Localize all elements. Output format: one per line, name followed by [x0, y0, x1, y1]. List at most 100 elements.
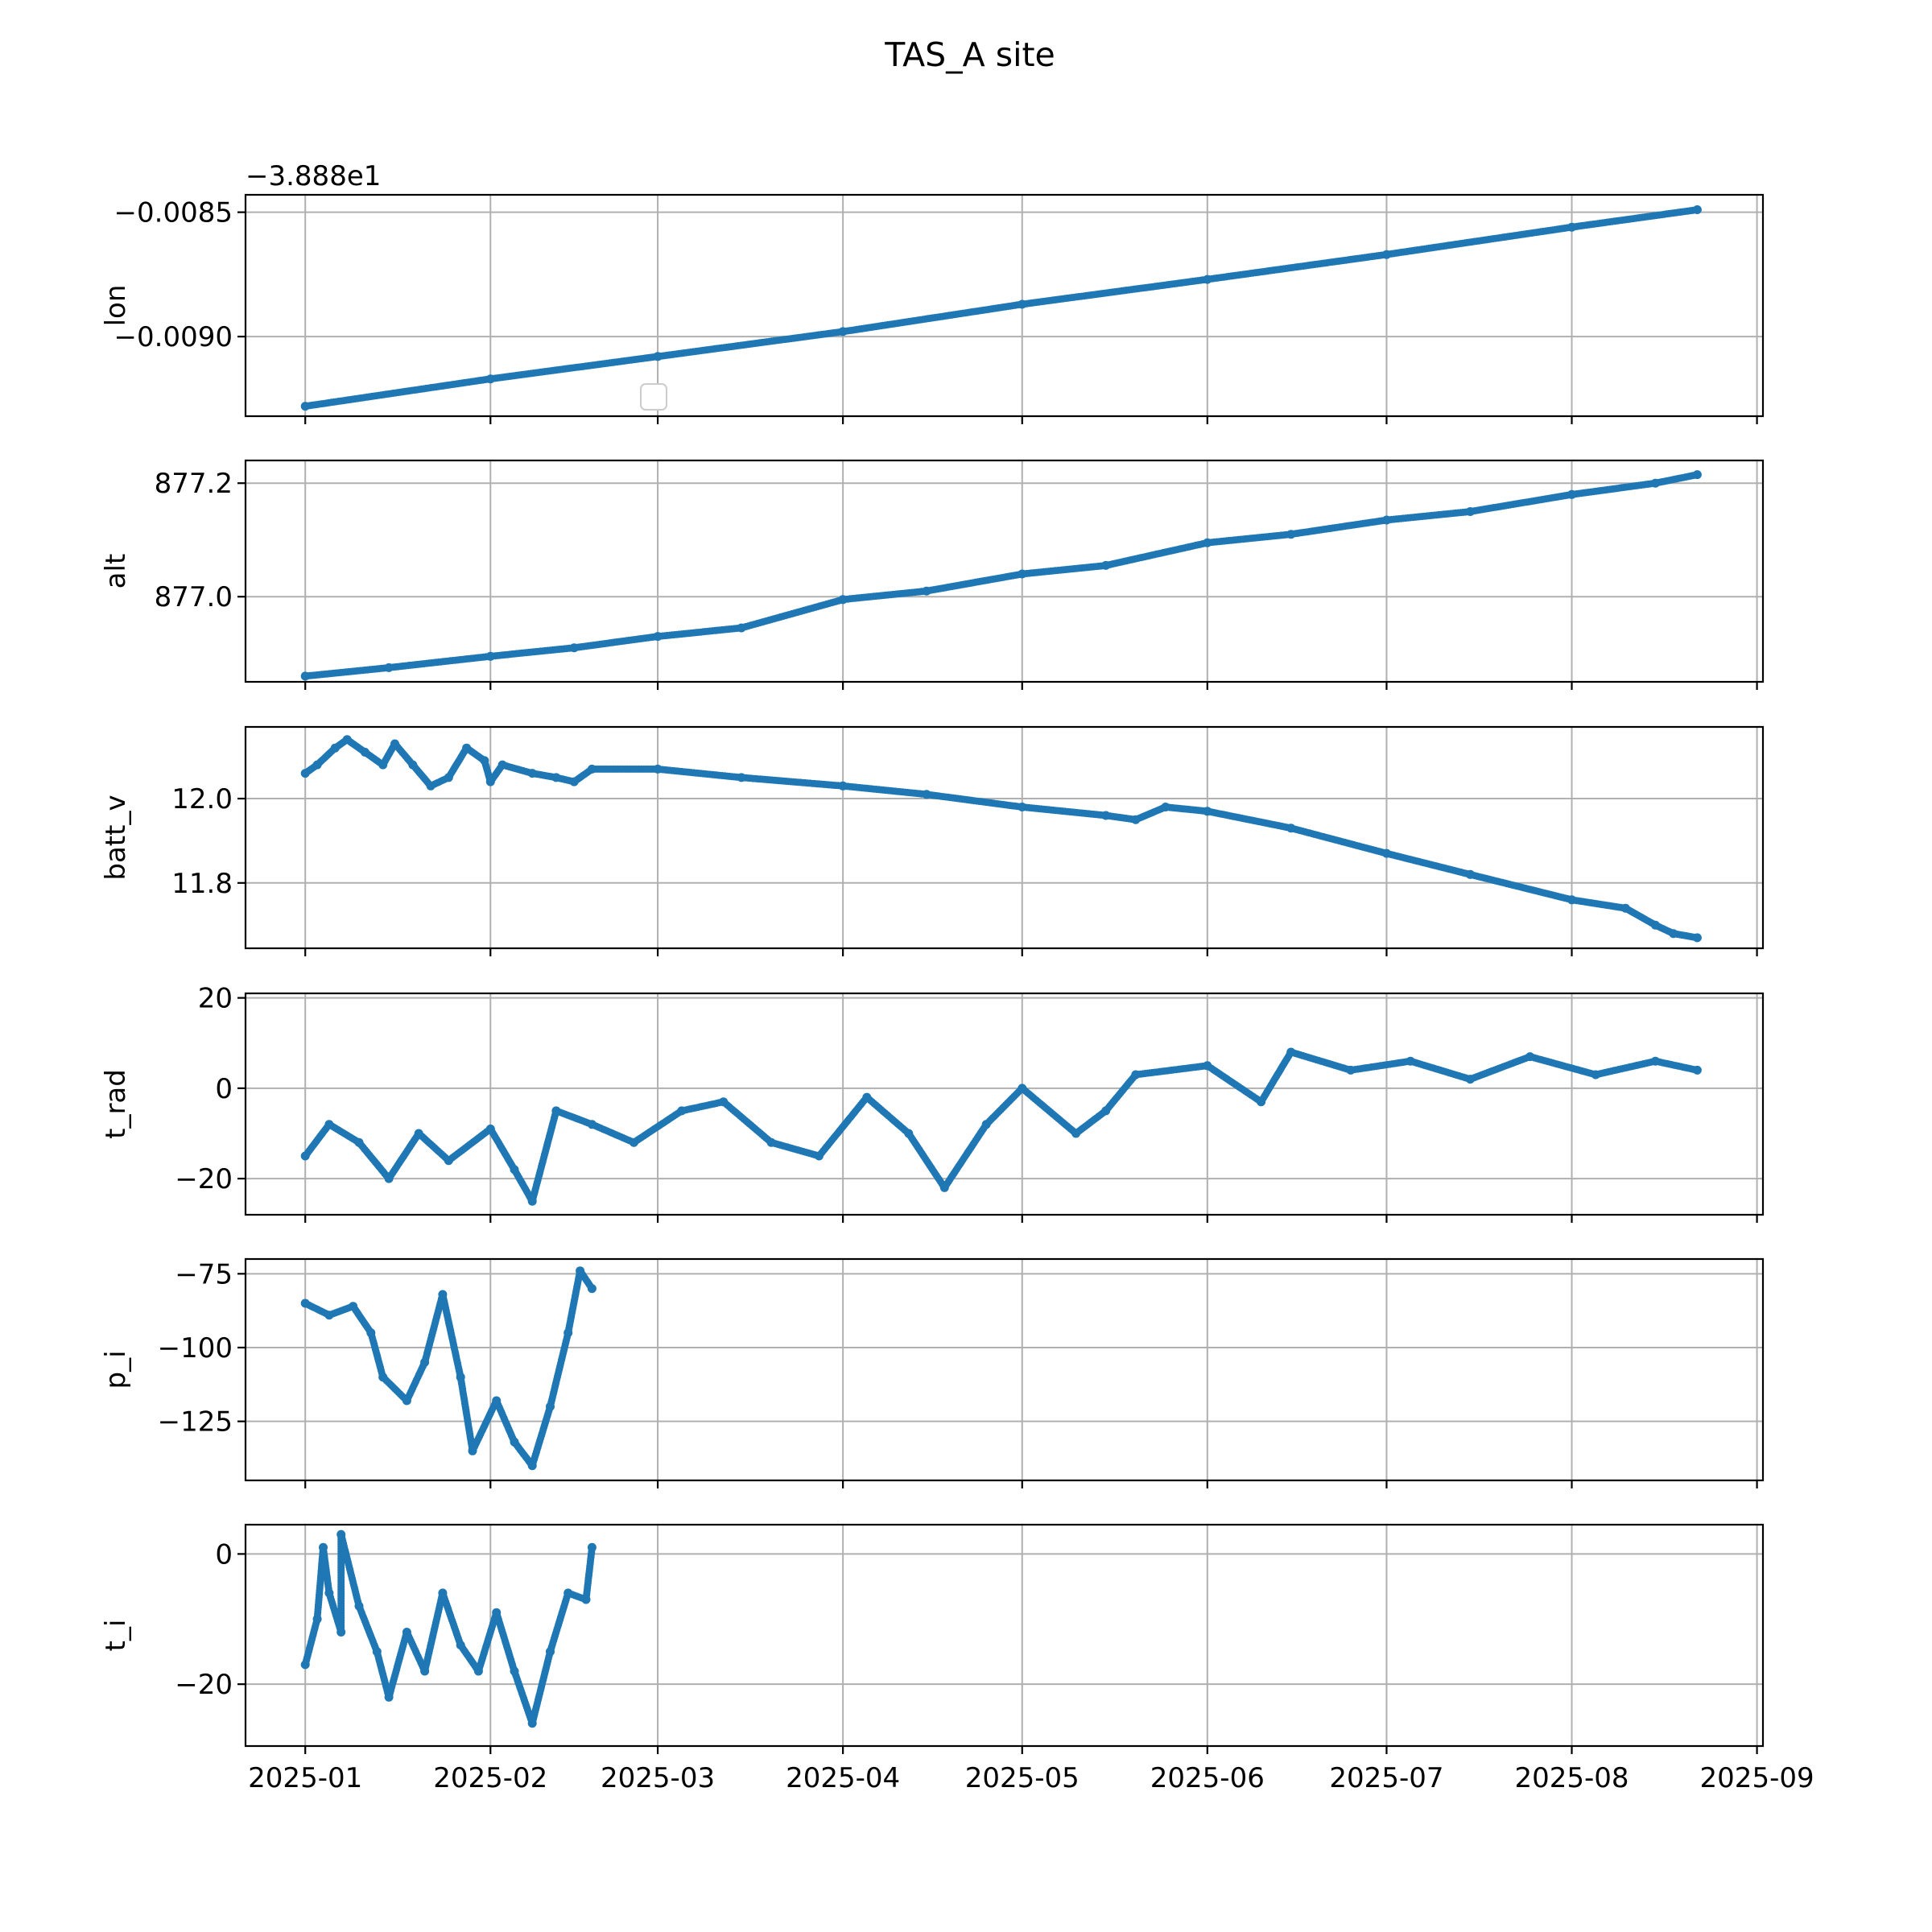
data-point — [300, 671, 310, 681]
axes-frame — [244, 193, 1765, 418]
data-point — [814, 1151, 824, 1161]
data-point — [576, 1266, 585, 1276]
data-point — [1525, 1052, 1535, 1062]
y-axis-label: lon — [100, 285, 132, 327]
data-point — [1101, 811, 1111, 820]
data-point — [1382, 515, 1391, 525]
data-point — [390, 739, 399, 749]
axes-frame — [244, 725, 1765, 950]
data-point — [587, 1120, 597, 1129]
panel-batt_v: 11.8 12.0 batt_v — [100, 725, 1765, 956]
data-point — [312, 760, 322, 770]
data-point — [1650, 478, 1660, 488]
data-point — [677, 1106, 687, 1116]
data-point — [737, 623, 746, 633]
panel-alt: 877.0 877.2 alt — [100, 459, 1765, 690]
data-point — [1101, 560, 1111, 570]
data-point — [1692, 933, 1702, 943]
data-point — [384, 1692, 394, 1702]
data-point — [569, 777, 579, 786]
data-point — [324, 1311, 334, 1320]
x-tick-label: 2025-07 — [1329, 1762, 1443, 1794]
data-point — [1131, 1070, 1141, 1080]
x-tick-label: 2025-08 — [1514, 1762, 1629, 1794]
data-point — [766, 1137, 776, 1147]
data-point — [408, 760, 418, 770]
data-point — [981, 1120, 991, 1129]
data-point — [378, 760, 388, 770]
lon-markers — [300, 205, 1702, 411]
data-point — [922, 586, 931, 596]
axes-frame — [244, 1257, 1765, 1482]
data-point — [1101, 1106, 1111, 1116]
data-point — [551, 773, 561, 782]
y-tick-label: 877.2 — [155, 468, 233, 500]
legend-box — [640, 383, 667, 411]
y-tick-label: 0 — [215, 1073, 233, 1105]
data-point — [1567, 895, 1576, 905]
data-point — [312, 1614, 322, 1624]
data-point — [564, 1588, 573, 1598]
data-point — [480, 756, 489, 766]
data-point — [1465, 1075, 1475, 1084]
data-point — [1257, 1097, 1266, 1107]
chart-title: TAS_A site — [884, 35, 1055, 74]
x-tick-label: 2025-01 — [248, 1762, 362, 1794]
axes-frame — [244, 992, 1765, 1216]
data-point — [653, 352, 663, 361]
batt_v-markers — [300, 735, 1702, 943]
data-point — [838, 781, 848, 791]
data-point — [922, 790, 931, 799]
data-point — [1465, 869, 1475, 879]
data-point — [492, 1608, 502, 1617]
panel-p_i: −75 −100 −125 p_i — [100, 1257, 1765, 1488]
data-point — [1286, 530, 1296, 539]
y-axis-label: batt_v — [100, 795, 132, 880]
data-point — [300, 402, 310, 411]
data-point — [1018, 299, 1027, 309]
y-tick-label: −100 — [158, 1332, 233, 1364]
data-point — [510, 1666, 519, 1676]
data-point — [862, 1092, 872, 1102]
data-point — [402, 1396, 411, 1406]
data-point — [564, 1328, 573, 1338]
data-point — [653, 632, 663, 642]
data-point — [372, 1647, 382, 1657]
data-point — [444, 1156, 453, 1166]
data-point — [1650, 920, 1660, 930]
y-offset-label: −3.888e1 — [246, 160, 381, 192]
panel-t_i: 0 −20 t_i — [100, 1523, 1765, 1754]
data-point — [426, 781, 436, 791]
data-point — [497, 760, 507, 770]
data-point — [366, 1328, 376, 1338]
data-point — [1692, 205, 1702, 214]
data-point — [462, 743, 472, 753]
data-point — [414, 1129, 423, 1138]
y-tick-label: 12.0 — [171, 783, 233, 815]
data-point — [1406, 1056, 1415, 1066]
data-point — [737, 773, 746, 782]
data-point — [587, 1542, 597, 1552]
data-point — [438, 1588, 448, 1598]
data-point — [420, 1357, 430, 1367]
data-point — [485, 1124, 495, 1133]
data-point — [1203, 538, 1212, 547]
x-tick-label: 2025-03 — [601, 1762, 715, 1794]
data-point — [1382, 848, 1391, 858]
data-point — [1203, 1061, 1212, 1071]
data-point — [402, 1628, 411, 1637]
data-point — [904, 1129, 914, 1138]
axes-frame — [244, 459, 1765, 683]
data-point — [1591, 1070, 1600, 1080]
t_i-markers — [300, 1530, 597, 1728]
y-tick-label: 11.8 — [171, 868, 233, 900]
data-point — [438, 1290, 448, 1299]
y-tick-label: −20 — [175, 1163, 233, 1195]
data-point — [1567, 489, 1576, 499]
t_rad-markers — [300, 1047, 1702, 1206]
data-point — [551, 1106, 561, 1116]
data-point — [1286, 1047, 1296, 1057]
